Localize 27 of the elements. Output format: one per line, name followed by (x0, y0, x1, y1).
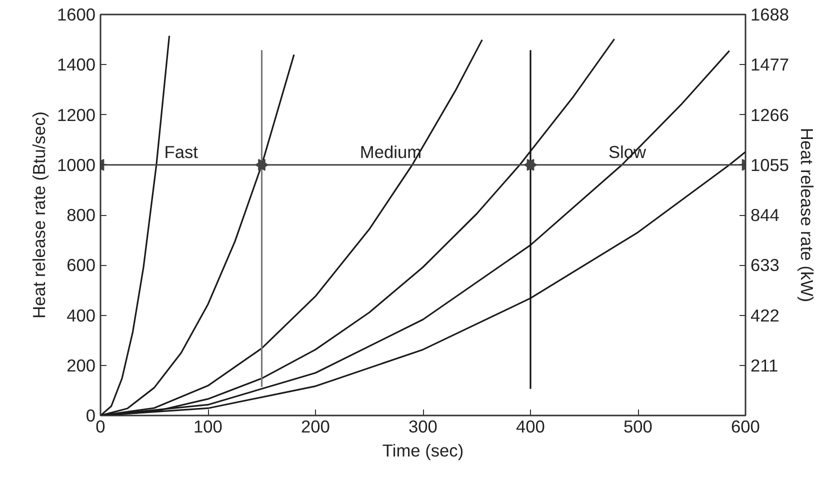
y2-tick-label: 1688 (750, 4, 790, 24)
y2-tick-label: 1477 (750, 54, 790, 75)
x-tick-label: 500 (624, 416, 652, 436)
y2-tick-label: 1266 (750, 104, 790, 125)
annotation: Medium (360, 142, 422, 162)
y-tick-label: 1400 (56, 54, 96, 75)
y-tick-label: 1000 (56, 154, 96, 175)
x-tick-label: 200 (301, 416, 330, 436)
y-tick-label: 800 (66, 205, 96, 225)
y-tick-label: 1200 (56, 104, 96, 125)
x-tick-label: 400 (516, 416, 545, 436)
y-axis-title: Heat release rate (Btu/sec) (28, 111, 49, 319)
y2-tick-label: 1055 (750, 154, 790, 175)
y2-axis-title: Heat release rate (kW) (797, 128, 818, 302)
y-tick-label: 400 (66, 305, 96, 326)
y2-tick-label: 422 (750, 305, 780, 326)
y2-tick-label: 211 (750, 355, 778, 376)
x-tick-label: 100 (194, 416, 222, 436)
x-tick-label: 300 (408, 416, 438, 436)
y-tick-label: 1600 (56, 4, 96, 24)
x-axis-title: Time (sec) (382, 440, 464, 460)
annotation: Fast (164, 142, 198, 162)
y-tick-label: 200 (66, 355, 96, 376)
y2-tick-label: 633 (750, 255, 780, 276)
y-tick-label: 600 (66, 255, 96, 276)
y2-tick-label: 844 (750, 205, 780, 225)
x-tick-label: 600 (731, 416, 760, 436)
